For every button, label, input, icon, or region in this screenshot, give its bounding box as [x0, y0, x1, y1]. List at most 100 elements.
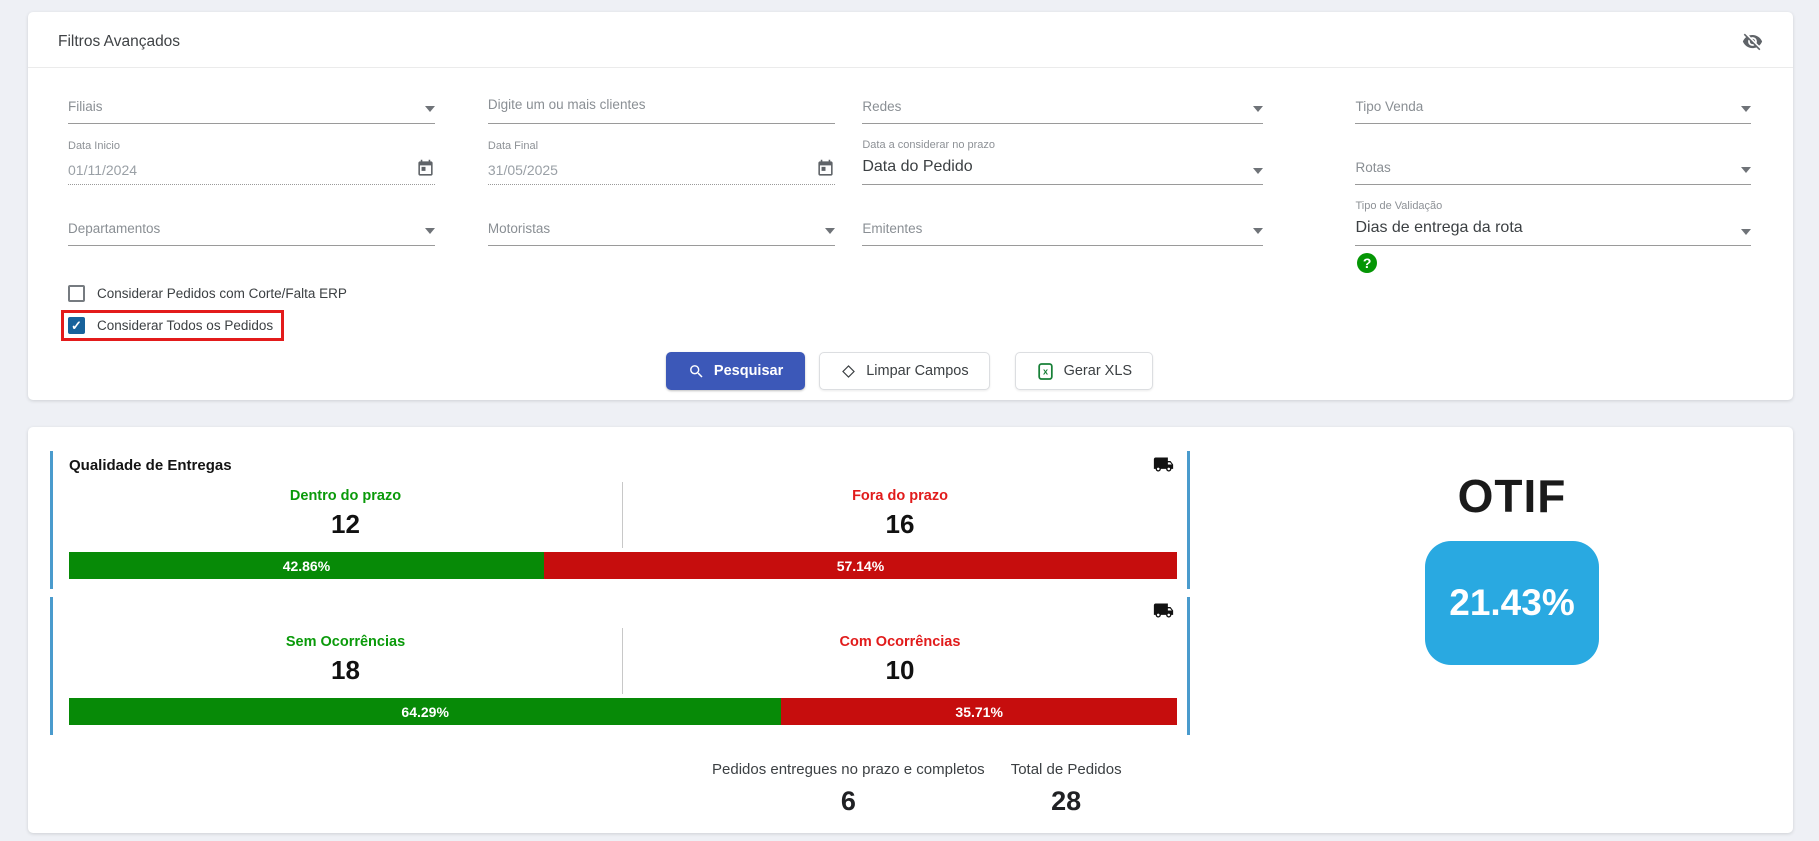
chevron-down-icon [824, 228, 835, 234]
otif-value: 21.43% [1449, 582, 1575, 623]
motoristas-select[interactable]: Motoristas [487, 221, 835, 246]
data-inicio-label: Data Inicio [68, 140, 120, 152]
departamentos-select[interactable]: Departamentos [68, 221, 435, 246]
search-icon [688, 363, 705, 380]
checkbox-unchecked-icon [68, 285, 85, 302]
quality-title: Qualidade de Entregas [69, 457, 232, 474]
chevron-down-icon [1252, 106, 1263, 112]
sem-ocorrencias-value: 18 [331, 655, 360, 685]
tipo-venda-select[interactable]: Tipo Venda [1355, 99, 1751, 124]
clientes-input[interactable] [487, 97, 835, 112]
truck-icon [1150, 454, 1177, 475]
dentro-prazo-label: Dentro do prazo [289, 488, 402, 504]
ocorrencias-bar-red-segment: 35.71% [781, 698, 1177, 725]
emitentes-select[interactable]: Emitentes [862, 221, 1263, 246]
total-pedidos-label: Total de Pedidos [1010, 761, 1122, 778]
truck-icon [1150, 600, 1177, 621]
total-pedidos-value: 28 [1051, 786, 1082, 816]
fora-prazo-value: 16 [885, 509, 915, 539]
filiais-select[interactable]: Filiais [68, 99, 435, 124]
data-considerar-label: Data a considerar no prazo [862, 139, 996, 151]
sem-ocorrencias-label: Sem Ocorrências [285, 634, 406, 650]
tipo-validacao-value: Dias de entrega da rota [1355, 219, 1523, 236]
calendar-icon[interactable] [416, 159, 435, 178]
com-ocorrencias-value: 10 [885, 655, 915, 685]
quality-left-block: Qualidade de Entregas Dentro do prazo 12… [50, 451, 1190, 817]
departamentos-placeholder: Departamentos [68, 221, 161, 236]
redes-select[interactable]: Redes [862, 99, 1263, 124]
filiais-placeholder: Filiais [68, 99, 103, 114]
help-row: ? [68, 246, 1751, 278]
hide-filters-button[interactable] [1742, 31, 1763, 52]
ocorrencias-bar: 64.29% 35.71% [69, 698, 1177, 725]
dentro-prazo-value: 12 [331, 509, 360, 539]
tipo-validacao-select[interactable]: Tipo de Validação Dias de entrega da rot… [1355, 200, 1751, 246]
limpar-campos-button[interactable]: Limpar Campos [819, 352, 990, 390]
data-inicio-value: 01/11/2024 [68, 162, 138, 178]
data-final-field[interactable]: Data Final 31/05/2025 [487, 140, 835, 185]
pesquisar-button[interactable]: Pesquisar [665, 352, 806, 390]
chevron-down-icon [1740, 229, 1751, 235]
checkbox-corte-label: Considerar Pedidos com Corte/Falta ERP [97, 286, 347, 301]
checkbox-todos-pedidos[interactable]: ✓ Considerar Todos os Pedidos [68, 316, 273, 335]
fora-prazo-label: Fora do prazo [852, 488, 948, 504]
annotation-highlight-box: ✓ Considerar Todos os Pedidos [61, 310, 285, 341]
otif-badge: 21.43% [1425, 541, 1599, 665]
chevron-down-icon [424, 228, 435, 234]
ocorrencias-labels: Sem Ocorrências 18 Com Ocorrências 10 [69, 628, 1177, 694]
help-icon[interactable]: ? [1357, 253, 1378, 273]
data-final-value: 31/05/2025 [487, 162, 558, 178]
tipo-venda-placeholder: Tipo Venda [1355, 99, 1424, 114]
prazo-bar: 42.86% 57.14% [69, 552, 1177, 579]
data-final-label: Data Final [487, 140, 539, 152]
prazo-bar-red-segment: 57.14% [543, 552, 1177, 579]
filter-row-2: Data Inicio 01/11/2024 Data Final 31/05/… [68, 139, 1751, 185]
emitentes-placeholder: Emitentes [862, 221, 923, 236]
ocorrencias-section: Sem Ocorrências 18 Com Ocorrências 10 64… [50, 597, 1190, 735]
filter-actions: Pesquisar Limpar Campos x Gerar XLS [68, 352, 1751, 390]
rotas-placeholder: Rotas [1355, 160, 1391, 175]
svg-text:x: x [1043, 366, 1048, 376]
prazo-bar-green-segment: 42.86% [69, 552, 544, 579]
redes-placeholder: Redes [862, 99, 902, 114]
excel-file-icon: x [1036, 362, 1055, 381]
data-inicio-field[interactable]: Data Inicio 01/11/2024 [68, 140, 435, 185]
calendar-icon[interactable] [816, 159, 835, 178]
advanced-filters-card: Filtros Avançados Filiais Redes Tipo Ven… [28, 12, 1793, 400]
eye-off-icon [1742, 31, 1763, 52]
prazo-labels: Dentro do prazo 12 Fora do prazo 16 [69, 482, 1177, 548]
motoristas-placeholder: Motoristas [487, 221, 551, 236]
entregues-completos-label: Pedidos entregues no prazo e completos [712, 761, 985, 778]
ocorrencias-bar-green-segment: 64.29% [69, 698, 782, 725]
checkbox-corte-falta[interactable]: Considerar Pedidos com Corte/Falta ERP [68, 281, 1751, 306]
limpar-label: Limpar Campos [866, 363, 969, 379]
rotas-select[interactable]: Rotas [1355, 160, 1751, 185]
checkbox-todos-label: Considerar Todos os Pedidos [97, 318, 274, 333]
otif-block: OTIF 21.43% [1412, 469, 1612, 665]
filters-title: Filtros Avançados [58, 32, 181, 50]
pesquisar-label: Pesquisar [713, 363, 784, 379]
data-considerar-select[interactable]: Data a considerar no prazo Data do Pedid… [862, 139, 1263, 185]
entregues-completos-value: 6 [840, 786, 856, 816]
total-pedidos-stat: Total de Pedidos 28 [1011, 761, 1122, 817]
clientes-input-wrap [487, 96, 835, 124]
quality-card: Qualidade de Entregas Dentro do prazo 12… [28, 427, 1793, 833]
filters-header: Filtros Avançados [28, 12, 1793, 67]
summary-stats: Pedidos entregues no prazo e completos 6… [712, 761, 1190, 817]
filter-row-1: Filiais Redes Tipo Venda [68, 96, 1751, 124]
entregues-completos-stat: Pedidos entregues no prazo e completos 6 [712, 761, 985, 817]
filter-row-3: Departamentos Motoristas Emitentes Tipo … [68, 200, 1751, 246]
chevron-down-icon [1252, 228, 1263, 234]
checkbox-checked-icon: ✓ [68, 317, 85, 334]
xls-label: Gerar XLS [1063, 363, 1133, 379]
prazo-section: Qualidade de Entregas Dentro do prazo 12… [50, 451, 1190, 589]
chevron-down-icon [424, 106, 435, 112]
eraser-icon [840, 363, 857, 380]
header-divider [28, 67, 1793, 68]
otif-title: OTIF [1457, 470, 1567, 522]
chevron-down-icon [1740, 106, 1751, 112]
data-considerar-value: Data do Pedido [862, 158, 973, 175]
chevron-down-icon [1740, 167, 1751, 173]
com-ocorrencias-label: Com Ocorrências [839, 634, 961, 650]
gerar-xls-button[interactable]: x Gerar XLS [1014, 352, 1154, 390]
